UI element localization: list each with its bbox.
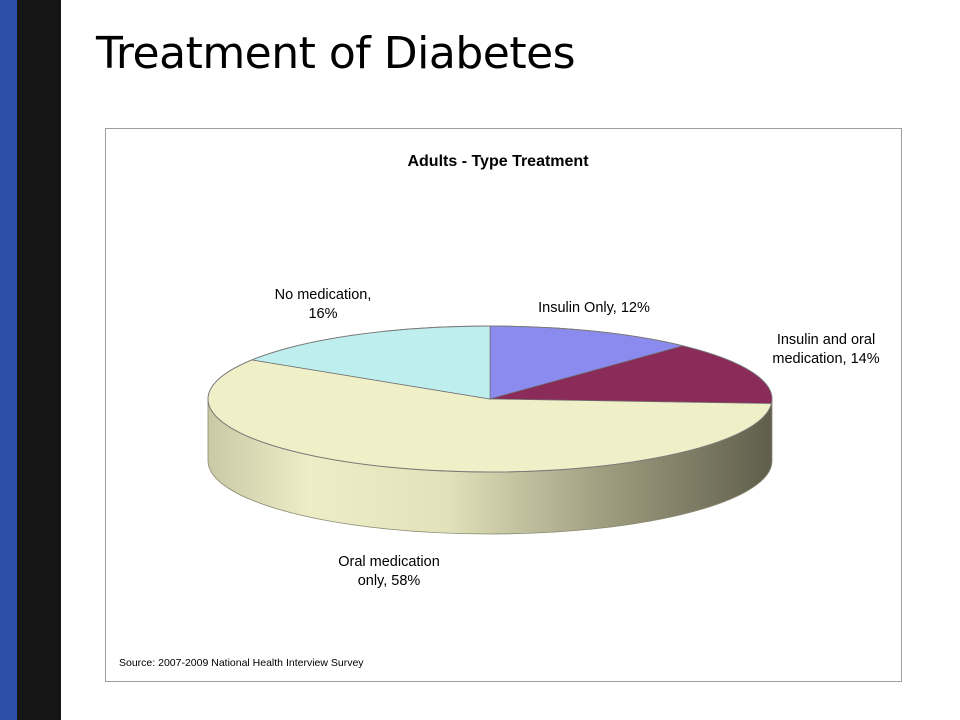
chart-frame: Adults - Type Treatment Insulin Only, 12… bbox=[105, 128, 902, 682]
label-no-medication-line-1: No medication, bbox=[275, 287, 372, 303]
pie-rim bbox=[207, 325, 773, 473]
label-no-medication-line-2: 16% bbox=[308, 306, 337, 322]
label-insulin-only: Insulin Only, 12% bbox=[538, 300, 650, 316]
label-oral-only: Oral medication only, 58% bbox=[338, 554, 440, 589]
label-no-medication: No medication, 16% bbox=[275, 287, 372, 322]
chart-title: Adults - Type Treatment bbox=[407, 153, 589, 170]
accent-bar-black bbox=[17, 0, 61, 720]
slide-title: Treatment of Diabetes bbox=[96, 28, 576, 79]
pie-chart: Adults - Type Treatment Insulin Only, 12… bbox=[119, 153, 880, 669]
source-note: Source: 2007-2009 National Health Interv… bbox=[119, 657, 364, 669]
label-oral-only-line-1: Oral medication bbox=[338, 554, 440, 570]
label-oral-only-line-2: only, 58% bbox=[358, 573, 421, 589]
label-insulin-and-oral-line-2: medication, 14% bbox=[772, 351, 879, 367]
label-insulin-only-line-1: Insulin Only, 12% bbox=[538, 300, 650, 316]
label-insulin-and-oral-line-1: Insulin and oral bbox=[777, 332, 875, 348]
pie-slices bbox=[207, 325, 773, 473]
pie-labels: Insulin Only, 12% Insulin and oral medicat… bbox=[275, 287, 880, 589]
label-insulin-and-oral: Insulin and oral medication, 14% bbox=[772, 332, 879, 367]
accent-bar-blue bbox=[0, 0, 17, 720]
